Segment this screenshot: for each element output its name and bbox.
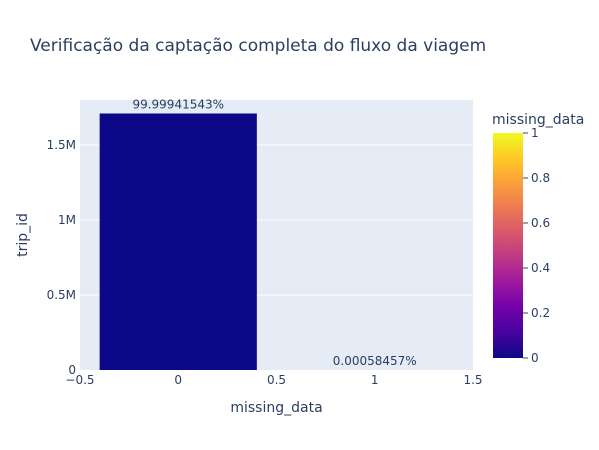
x-tick-label: 1.5 <box>463 373 482 387</box>
x-tick-label: 0.5 <box>267 373 286 387</box>
x-tick-label: −0.5 <box>65 373 94 387</box>
bar-labels: 99.99941543% 0.00058457% <box>132 98 416 368</box>
x-axis-title: missing_data <box>230 400 322 416</box>
y-tick-label: 0 <box>68 363 76 377</box>
colorbar: missing_data 0 0.2 0.4 0.6 0.8 1 <box>492 112 584 365</box>
colorbar-tick-label: 0.2 <box>531 306 550 320</box>
y-tick-label: 0.5M <box>47 288 76 302</box>
bars <box>99 113 454 370</box>
y-axis-ticks: 0 0.5M 1M 1.5M <box>47 138 76 377</box>
x-tick-label: 0 <box>174 373 182 387</box>
chart-title: Verificação da captação completa do flux… <box>30 36 486 56</box>
y-axis-title: trip_id <box>15 213 31 257</box>
bar <box>99 113 257 370</box>
colorbar-ticks: 0 0.2 0.4 0.6 0.8 1 <box>523 126 550 365</box>
colorbar-title: missing_data <box>492 112 584 128</box>
x-axis-ticks: −0.5 0 0.5 1 1.5 <box>65 373 482 387</box>
bar-label: 99.99941543% <box>132 98 224 112</box>
colorbar-tick-label: 0 <box>531 351 539 365</box>
colorbar-gradient <box>493 133 523 358</box>
colorbar-tick-label: 0.4 <box>531 261 550 275</box>
colorbar-tick-label: 1 <box>531 126 539 140</box>
colorbar-tick-label: 0.6 <box>531 216 550 230</box>
y-tick-label: 1.5M <box>47 138 76 152</box>
colorbar-tick-label: 0.8 <box>531 171 550 185</box>
bar-label: 0.00058457% <box>333 354 417 368</box>
y-tick-label: 1M <box>58 213 76 227</box>
x-tick-label: 1 <box>371 373 379 387</box>
